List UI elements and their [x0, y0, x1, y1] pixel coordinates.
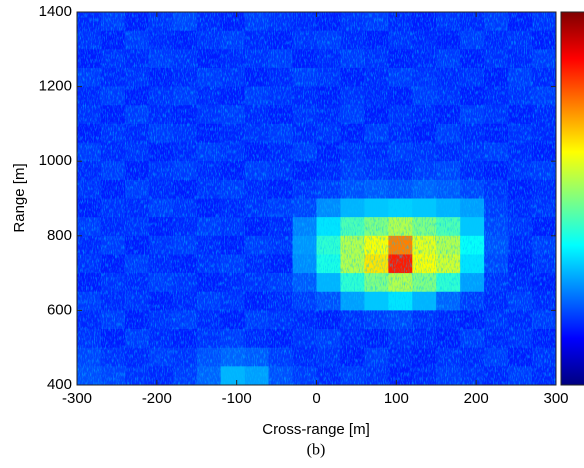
y-axis-label: Range [m] — [11, 163, 28, 232]
x-tick-label: 200 — [464, 390, 489, 407]
x-tick-label: 100 — [384, 390, 409, 407]
noise-texture — [77, 12, 556, 385]
x-tick-label: -200 — [142, 390, 172, 407]
y-tick-label: 1400 — [39, 3, 72, 20]
y-tick-label: 400 — [47, 376, 72, 393]
caption: (b) — [307, 442, 326, 459]
y-tick-label: 1000 — [39, 152, 72, 169]
y-tick-label: 600 — [47, 301, 72, 318]
y-tick-label: 800 — [47, 227, 72, 244]
x-tick-label: 0 — [312, 390, 320, 407]
colorbar — [560, 11, 584, 386]
x-axis-label: Cross-range [m] — [262, 421, 370, 438]
y-tick-label: 1200 — [39, 78, 72, 95]
x-tick-label: 300 — [543, 390, 568, 407]
x-tick-label: -100 — [222, 390, 252, 407]
x-tick-label: -300 — [62, 390, 92, 407]
